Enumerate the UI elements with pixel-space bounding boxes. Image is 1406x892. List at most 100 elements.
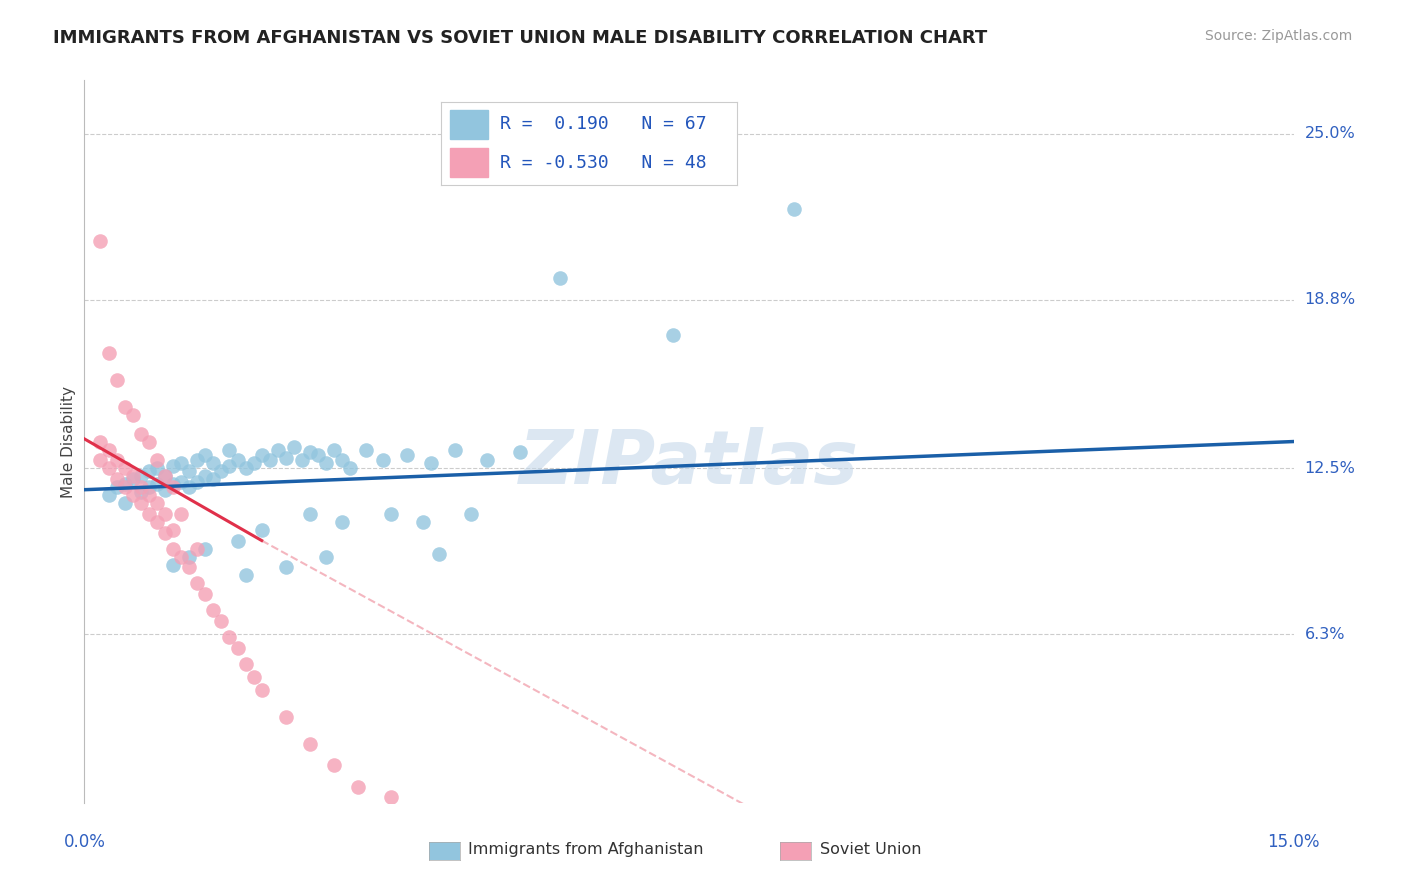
Point — [138, 480, 160, 494]
Point — [153, 525, 176, 540]
Point — [97, 442, 120, 457]
Point — [267, 442, 290, 457]
Point — [395, 448, 418, 462]
Point — [105, 480, 128, 494]
Point — [129, 480, 152, 494]
Point — [412, 515, 434, 529]
Text: 6.3%: 6.3% — [1305, 627, 1346, 641]
Point — [283, 440, 305, 454]
Point — [299, 445, 322, 459]
Point — [291, 453, 314, 467]
Point — [186, 475, 208, 489]
Point — [146, 496, 169, 510]
Point — [179, 480, 201, 494]
Point — [105, 373, 128, 387]
Point — [202, 472, 225, 486]
Point — [380, 507, 402, 521]
Point — [179, 464, 201, 478]
Point — [138, 434, 160, 449]
Point — [194, 587, 217, 601]
Point — [153, 507, 176, 521]
Point — [138, 464, 160, 478]
Point — [146, 477, 169, 491]
Point — [371, 453, 394, 467]
Point — [242, 670, 264, 684]
Point — [194, 469, 217, 483]
Text: 25.0%: 25.0% — [1305, 127, 1355, 141]
Point — [299, 507, 322, 521]
Point — [170, 549, 193, 564]
Point — [662, 327, 685, 342]
Point — [460, 507, 482, 521]
Point — [226, 533, 249, 548]
Point — [315, 549, 337, 564]
Point — [226, 453, 249, 467]
Point — [162, 523, 184, 537]
Point — [235, 657, 257, 671]
Point — [209, 614, 232, 628]
Point — [105, 472, 128, 486]
Point — [250, 683, 273, 698]
Point — [97, 488, 120, 502]
Point — [162, 558, 184, 572]
Point — [121, 469, 143, 483]
Point — [235, 461, 257, 475]
Point — [250, 523, 273, 537]
Point — [97, 346, 120, 360]
Point — [339, 461, 361, 475]
Point — [259, 453, 281, 467]
Point — [114, 496, 136, 510]
Point — [170, 456, 193, 470]
Text: IMMIGRANTS FROM AFGHANISTAN VS SOVIET UNION MALE DISABILITY CORRELATION CHART: IMMIGRANTS FROM AFGHANISTAN VS SOVIET UN… — [53, 29, 987, 46]
Point — [218, 458, 240, 473]
Point — [114, 477, 136, 491]
Point — [323, 442, 346, 457]
Point — [235, 568, 257, 582]
Point — [323, 758, 346, 772]
Text: 15.0%: 15.0% — [1267, 833, 1320, 851]
Point — [202, 456, 225, 470]
Point — [162, 477, 184, 491]
Text: Source: ZipAtlas.com: Source: ZipAtlas.com — [1205, 29, 1353, 43]
Point — [274, 710, 297, 724]
Point — [129, 496, 152, 510]
Point — [170, 507, 193, 521]
Text: 18.8%: 18.8% — [1305, 293, 1355, 307]
Point — [307, 448, 329, 462]
Point — [330, 515, 353, 529]
Point — [114, 480, 136, 494]
Point — [179, 549, 201, 564]
Point — [209, 464, 232, 478]
Point — [129, 485, 152, 500]
Point — [114, 400, 136, 414]
Point — [105, 453, 128, 467]
Point — [153, 483, 176, 497]
Point — [146, 515, 169, 529]
Point — [477, 453, 499, 467]
Point — [146, 453, 169, 467]
Point — [427, 547, 450, 561]
Point — [330, 453, 353, 467]
Point — [226, 640, 249, 655]
Point — [121, 408, 143, 422]
Point — [97, 461, 120, 475]
Point — [242, 456, 264, 470]
Point — [114, 461, 136, 475]
Point — [347, 780, 370, 794]
Text: Immigrants from Afghanistan: Immigrants from Afghanistan — [468, 842, 703, 856]
Point — [121, 472, 143, 486]
Point — [153, 469, 176, 483]
Point — [89, 453, 111, 467]
Text: Soviet Union: Soviet Union — [820, 842, 921, 856]
Point — [89, 434, 111, 449]
Text: ZIPatlas: ZIPatlas — [519, 426, 859, 500]
Point — [162, 541, 184, 556]
Point — [274, 560, 297, 574]
Point — [250, 448, 273, 462]
Point — [194, 541, 217, 556]
Y-axis label: Male Disability: Male Disability — [60, 385, 76, 498]
Point — [179, 560, 201, 574]
Point — [146, 461, 169, 475]
Point — [162, 480, 184, 494]
Point — [186, 541, 208, 556]
